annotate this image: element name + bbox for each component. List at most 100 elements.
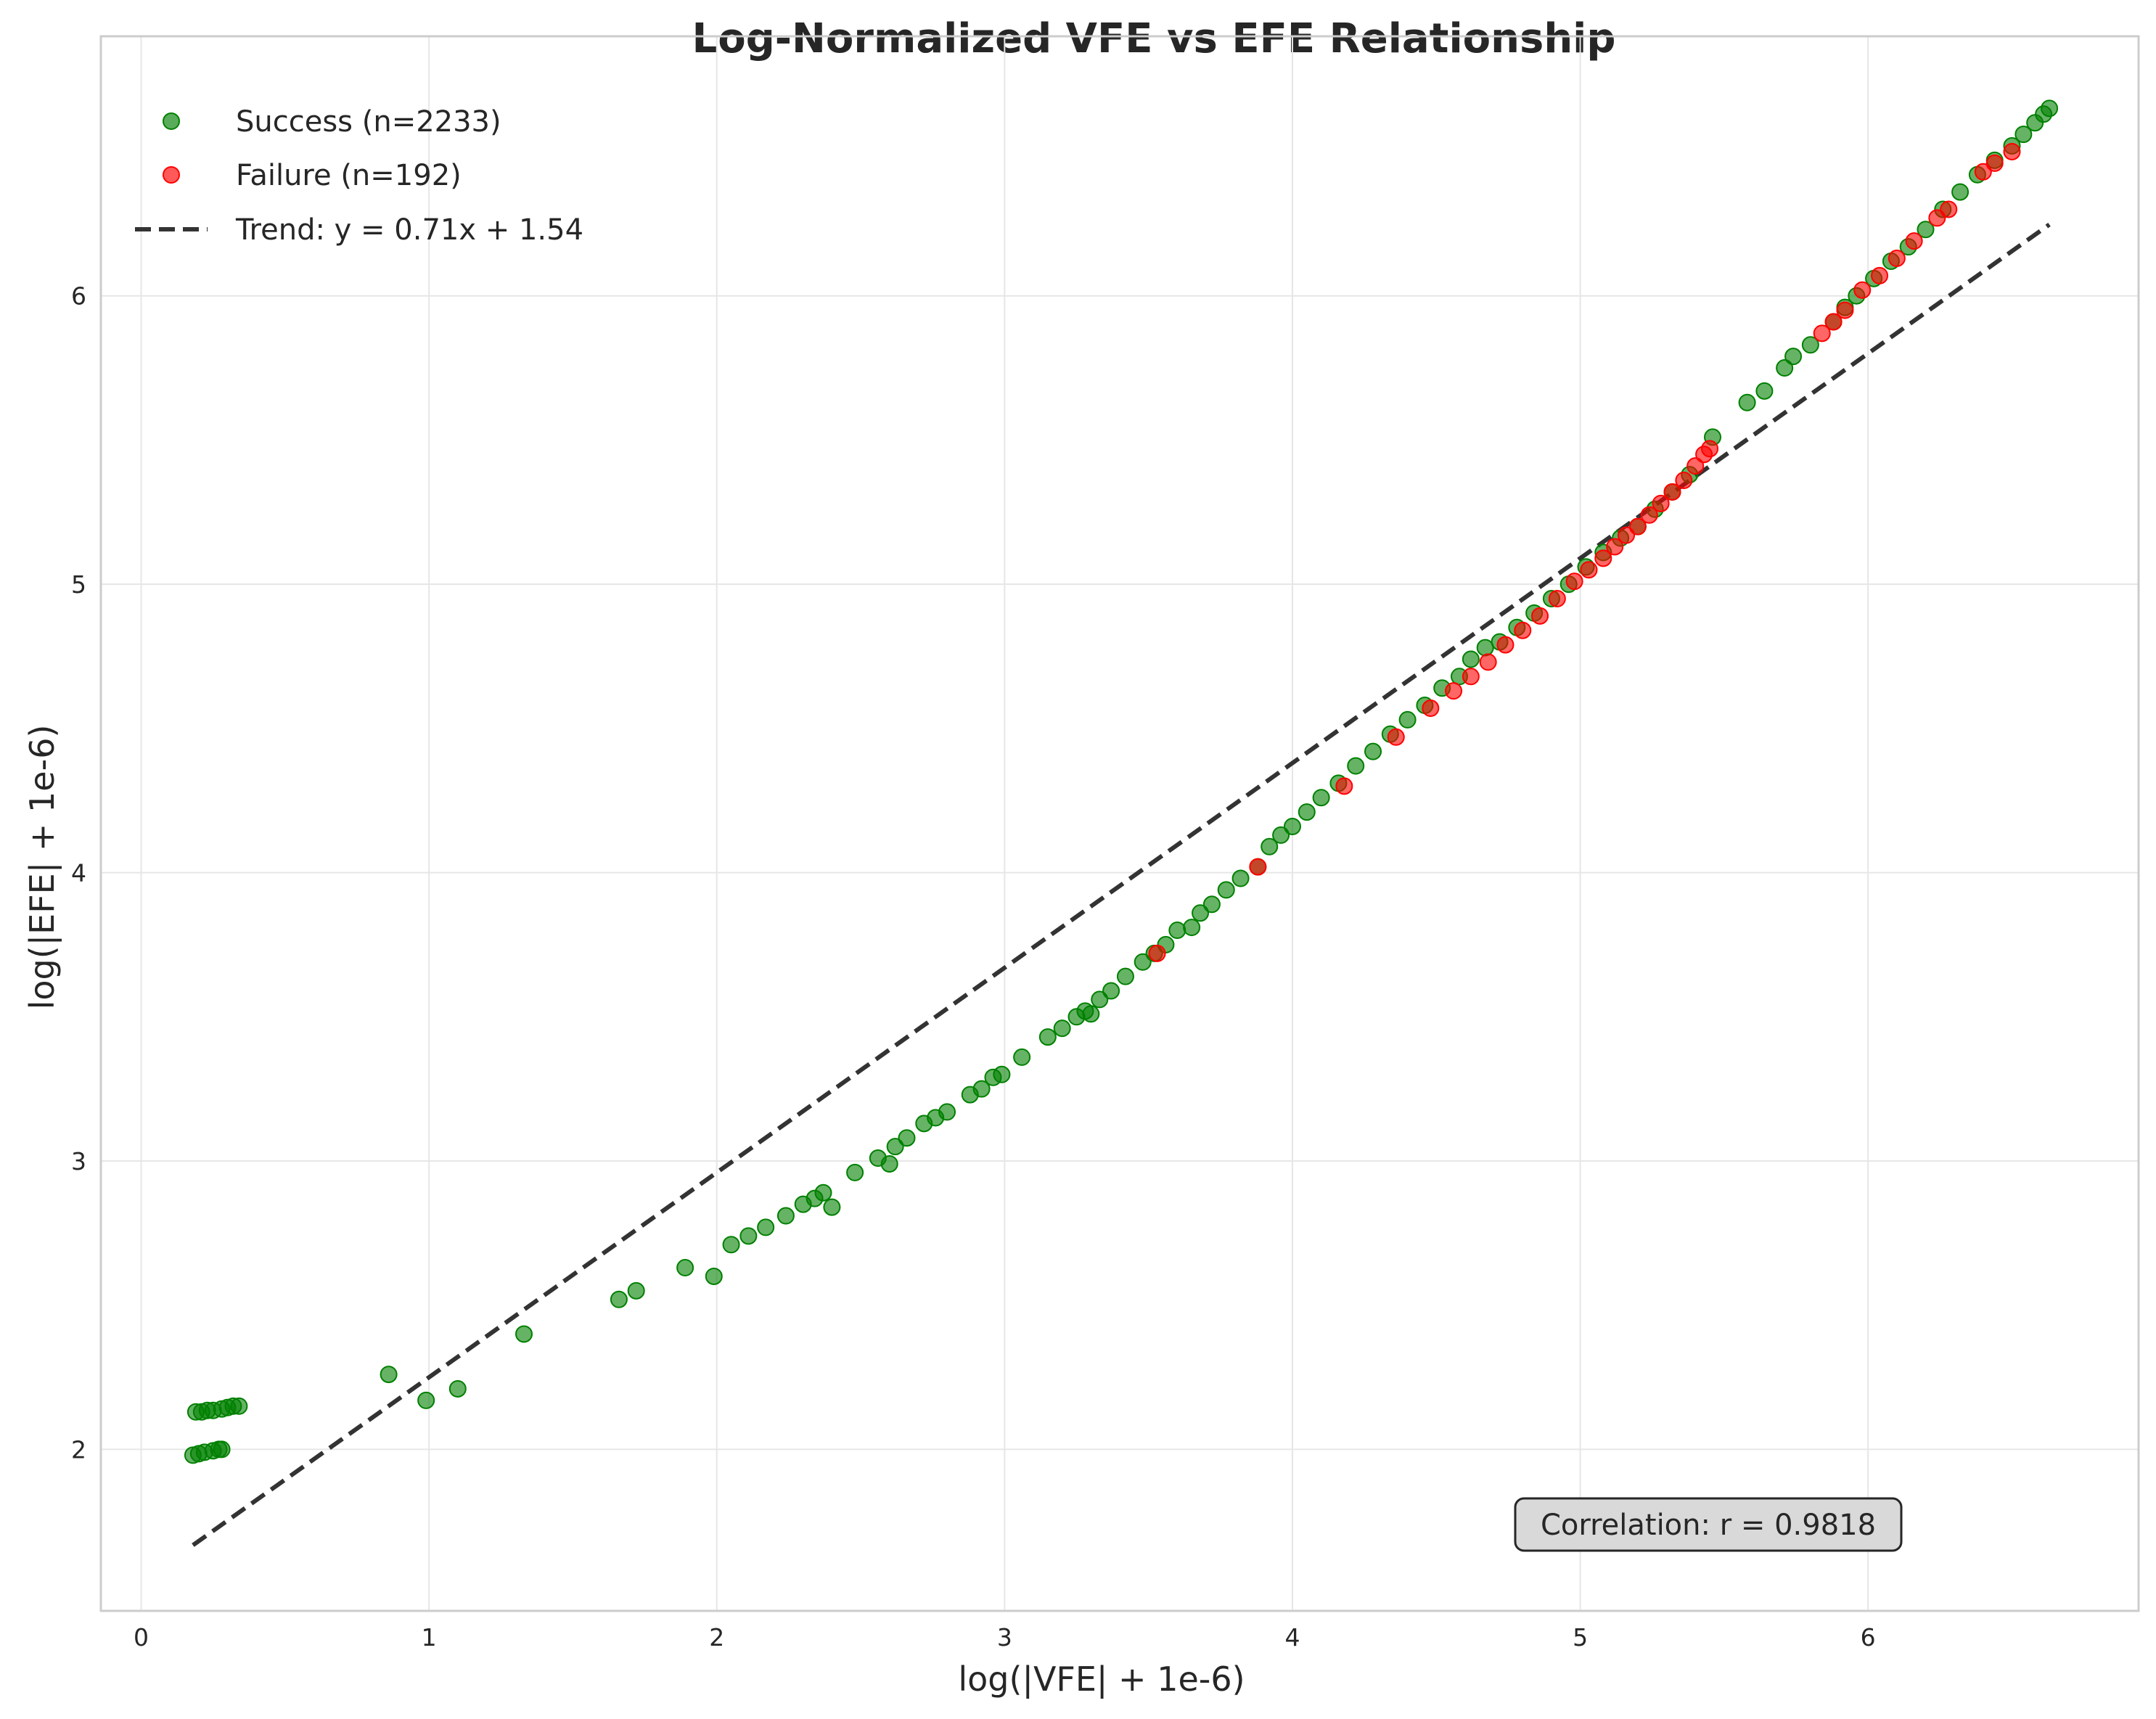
failure-point	[1618, 526, 1636, 544]
y-tick-label: 4	[71, 859, 86, 887]
success-point	[1398, 710, 1417, 729]
success-point	[1272, 826, 1290, 844]
y-tick-label: 2	[71, 1435, 86, 1464]
failure-point	[1813, 324, 1831, 342]
success-point	[1231, 869, 1250, 887]
failure-point	[1663, 483, 1681, 501]
trend-line	[192, 222, 2051, 1547]
failure-point	[2003, 142, 2021, 160]
success-point	[448, 1379, 467, 1398]
legend-trend-label: Trend: y = 0.71x + 1.54	[235, 213, 583, 247]
x-axis-ticks: 0 1 2 3 4 5 6	[134, 1623, 1876, 1652]
success-point	[1283, 817, 1301, 835]
failure-point	[1606, 538, 1624, 556]
failure-point	[1531, 607, 1549, 625]
success-point	[1116, 967, 1134, 985]
success-point	[213, 1440, 231, 1459]
legend-success-label: Success (n=2233)	[236, 105, 501, 139]
failure-point	[1640, 506, 1658, 524]
failure-point	[1928, 209, 1946, 227]
x-tick-label: 6	[1861, 1623, 1876, 1652]
success-point	[898, 1129, 916, 1147]
failure-point	[1675, 472, 1693, 490]
failure-point	[1940, 200, 1958, 218]
success-point	[2041, 99, 2059, 118]
plot-frame	[99, 35, 2140, 1612]
success-point	[1312, 789, 1330, 807]
success-point	[2014, 126, 2033, 144]
legend-failure-marker	[163, 166, 180, 184]
success-point	[380, 1366, 398, 1384]
failure-point	[1824, 313, 1843, 331]
failure-point	[1148, 944, 1166, 962]
failure-point	[1249, 858, 1267, 876]
failure-point	[1548, 590, 1566, 607]
success-point	[1738, 393, 1756, 411]
legend-failure-label: Failure (n=192)	[236, 159, 462, 192]
success-point	[1053, 1019, 1071, 1038]
success-point	[1082, 1005, 1100, 1023]
success-point	[1917, 221, 1935, 239]
correlation-annotation: Correlation: r = 0.9818	[1514, 1497, 1903, 1552]
success-point	[880, 1154, 898, 1173]
x-tick-label: 1	[422, 1623, 437, 1652]
failure-point	[1853, 281, 1872, 299]
success-point	[705, 1267, 723, 1285]
success-point	[230, 1397, 248, 1415]
success-point	[1347, 757, 1365, 775]
failure-point	[1565, 573, 1583, 591]
success-point	[972, 1080, 991, 1098]
success-point	[1202, 895, 1221, 914]
success-point	[823, 1198, 841, 1216]
success-point	[993, 1065, 1011, 1083]
success-point	[1776, 359, 1794, 377]
failure-point	[1387, 728, 1405, 746]
x-tick-label: 0	[134, 1623, 149, 1652]
annotation-text: Correlation: r = 0.9818	[1541, 1509, 1876, 1542]
y-tick-label: 6	[71, 282, 86, 311]
success-point	[1364, 742, 1382, 760]
success-point	[417, 1391, 435, 1409]
success-point	[1462, 650, 1480, 668]
success-point	[1192, 904, 1210, 922]
success-point	[676, 1259, 694, 1277]
failure-point	[1974, 163, 1992, 181]
failure-point	[1514, 621, 1532, 639]
success-point	[757, 1218, 775, 1236]
success-point	[1784, 348, 1803, 366]
success-point	[515, 1325, 533, 1343]
failure-point	[1496, 636, 1514, 654]
success-point	[1013, 1048, 1031, 1066]
success-point	[1168, 922, 1186, 940]
failure-point	[1652, 494, 1670, 512]
failure-point	[1836, 301, 1854, 319]
success-point	[610, 1290, 628, 1308]
success-point	[1298, 803, 1316, 821]
x-axis-label: log(|VFE| + 1e-6)	[958, 1659, 1245, 1699]
failure-point	[1887, 250, 1906, 268]
success-point	[846, 1163, 864, 1181]
failure-point	[1335, 777, 1353, 795]
legend: Success (n=2233) Failure (n=192) Trend: …	[135, 105, 583, 247]
annotation-box	[1514, 1497, 1903, 1552]
y-tick-label: 5	[71, 570, 86, 599]
failure-point	[1594, 549, 1612, 567]
y-tick-label: 3	[71, 1147, 86, 1176]
success-point	[814, 1183, 832, 1202]
success-point	[1951, 183, 1969, 201]
success-point	[739, 1227, 758, 1245]
failure-point	[1701, 440, 1719, 458]
failure-point	[1445, 682, 1463, 700]
success-point	[776, 1207, 795, 1225]
success-point	[1183, 919, 1201, 937]
failure-point	[1422, 700, 1440, 718]
failure-point	[1905, 232, 1923, 250]
success-point	[1217, 881, 1235, 899]
success-point	[722, 1236, 740, 1254]
x-tick-label: 3	[997, 1623, 1012, 1652]
success-point	[1091, 990, 1109, 1009]
trend-layer	[192, 222, 2051, 1547]
chart-title: Log-Normalized VFE vs EFE Relationship	[692, 15, 1616, 62]
success-point	[1476, 639, 1494, 657]
